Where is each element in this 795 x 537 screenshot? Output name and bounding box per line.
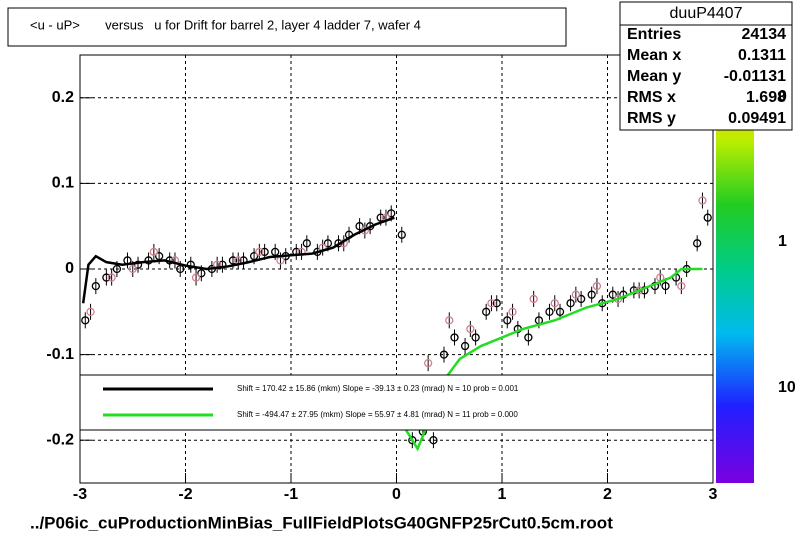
y-tick-label: 0 <box>65 260 74 277</box>
point <box>466 324 475 334</box>
x-tick-label: 0 <box>392 486 401 503</box>
point <box>228 256 238 265</box>
point <box>703 213 712 222</box>
y-tick-label: 0.2 <box>52 89 74 106</box>
point <box>661 281 670 291</box>
point <box>571 290 580 299</box>
y-tick-label: 0.1 <box>52 175 74 192</box>
point <box>355 222 364 231</box>
point <box>149 247 159 257</box>
point <box>545 307 554 316</box>
point <box>255 247 264 257</box>
fit-curve <box>400 267 703 452</box>
palette-label: 1 <box>778 233 787 250</box>
point <box>102 273 111 282</box>
point <box>397 230 406 239</box>
point <box>112 264 122 274</box>
point <box>482 307 491 316</box>
fit-legend <box>79 374 714 431</box>
stats-box <box>619 1 793 131</box>
point <box>302 239 311 248</box>
stats-value: 1.698 <box>746 89 786 106</box>
x-tick-label: -3 <box>73 486 87 503</box>
point <box>191 273 201 282</box>
point <box>460 341 470 351</box>
stats-label: Entries <box>627 26 681 43</box>
point <box>423 359 433 368</box>
stats-label: RMS x <box>627 89 676 106</box>
point <box>529 294 538 304</box>
point <box>592 281 602 291</box>
palette-label: 10 <box>778 379 795 396</box>
point <box>408 436 417 445</box>
x-tick-label: -1 <box>284 486 298 503</box>
point <box>197 269 206 278</box>
point <box>698 196 707 205</box>
palette-label: 0 <box>778 88 787 105</box>
point <box>439 350 449 359</box>
footer: ../P06ic_cuProductionMinBias_FullFieldPl… <box>30 513 613 532</box>
y-tick-label: -0.1 <box>46 346 74 363</box>
point <box>471 333 480 342</box>
stats-value: 24134 <box>742 26 787 43</box>
x-tick-label: 2 <box>603 486 612 503</box>
fit-curve <box>81 216 395 304</box>
point <box>524 333 533 342</box>
point <box>677 281 686 291</box>
point <box>635 286 644 295</box>
chart-title: <u - uP> versus u for Drift for barrel 2… <box>30 17 421 32</box>
title-box <box>7 7 567 47</box>
point <box>429 436 438 445</box>
x-tick-label: 1 <box>498 486 507 503</box>
stats-value: 0.1311 <box>738 47 786 64</box>
point <box>550 299 559 308</box>
x-tick-label: -2 <box>178 486 192 503</box>
point <box>445 316 454 325</box>
point <box>86 307 95 316</box>
point <box>576 294 586 304</box>
point <box>133 260 143 269</box>
point <box>503 316 512 325</box>
point <box>128 264 137 274</box>
point <box>555 307 565 316</box>
point <box>693 239 702 248</box>
stats-value: -0.01131 <box>724 68 786 85</box>
point <box>387 209 396 218</box>
point <box>323 239 333 248</box>
point <box>492 299 501 308</box>
point <box>91 281 100 291</box>
stats-label: Mean y <box>627 68 681 85</box>
point <box>508 307 517 316</box>
point <box>566 299 575 308</box>
point <box>376 213 385 222</box>
point <box>487 299 496 308</box>
stats-label: RMS y <box>627 110 676 127</box>
point <box>587 290 596 299</box>
stats-value: 0.09491 <box>728 110 786 127</box>
x-tick-label: 3 <box>709 486 718 503</box>
legend-label: Shift = 170.42 ± 15.86 (mkm) Slope = -39… <box>237 384 519 393</box>
stats-title: duuP4407 <box>670 5 743 22</box>
point <box>107 273 116 282</box>
y-tick-label: -0.2 <box>46 431 74 448</box>
point <box>450 333 459 342</box>
point <box>260 247 269 257</box>
stats-label: Mean x <box>627 47 681 64</box>
point <box>608 290 617 299</box>
legend-label: Shift = -494.47 ± 27.95 (mkm) Slope = 55… <box>237 410 518 419</box>
point <box>81 316 90 325</box>
